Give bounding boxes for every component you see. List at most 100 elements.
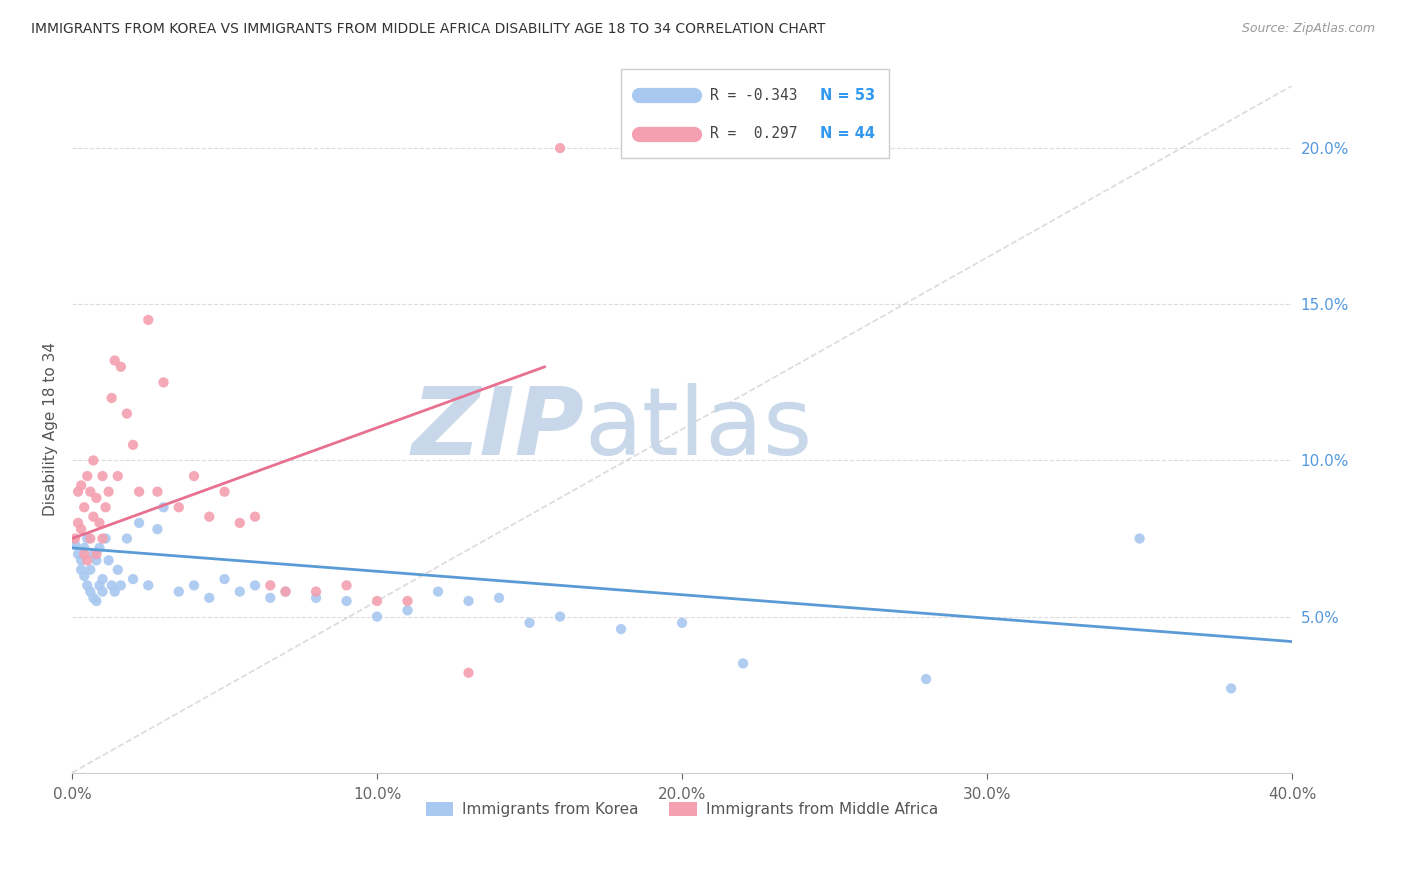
Point [110, 578, 132, 592]
Point [128, 516, 150, 530]
Text: N = 53: N = 53 [820, 87, 875, 103]
Point [89, 541, 111, 555]
Point [97, 553, 120, 567]
Point [122, 572, 145, 586]
Point [70, 478, 93, 492]
Text: R = -0.343: R = -0.343 [710, 87, 797, 103]
Point [731, 657, 754, 671]
Point [115, 532, 138, 546]
Point [136, 313, 159, 327]
Point [548, 141, 571, 155]
Point [366, 594, 388, 608]
Point [1129, 532, 1152, 546]
Point [67, 516, 90, 530]
Point [259, 578, 281, 592]
Point [457, 594, 479, 608]
Point [128, 484, 150, 499]
Point [73, 500, 96, 515]
Point [86, 553, 108, 567]
Point [67, 484, 90, 499]
FancyBboxPatch shape [621, 69, 890, 158]
Point [82, 547, 104, 561]
Point [214, 572, 236, 586]
Point [610, 622, 633, 636]
Point [243, 509, 266, 524]
Point [91, 532, 114, 546]
Point [82, 509, 104, 524]
Point [86, 547, 108, 561]
Point [152, 376, 174, 390]
Point [86, 491, 108, 505]
Point [122, 438, 145, 452]
Point [146, 484, 169, 499]
Point [488, 591, 510, 605]
Point [97, 484, 120, 499]
Point [136, 578, 159, 592]
Point [107, 563, 129, 577]
Text: N = 44: N = 44 [820, 127, 875, 141]
Point [100, 578, 122, 592]
Point [91, 572, 114, 586]
Point [548, 609, 571, 624]
Point [104, 353, 127, 368]
Point [91, 469, 114, 483]
Point [274, 584, 297, 599]
Point [198, 591, 221, 605]
Point [63, 538, 86, 552]
Point [152, 500, 174, 515]
Point [79, 484, 101, 499]
Point [76, 578, 98, 592]
Point [110, 359, 132, 374]
Point [86, 594, 108, 608]
Point [70, 563, 93, 577]
Point [82, 453, 104, 467]
Point [76, 553, 98, 567]
Point [79, 532, 101, 546]
Point [305, 591, 328, 605]
Point [79, 563, 101, 577]
Point [183, 469, 205, 483]
Point [70, 553, 93, 567]
Point [76, 532, 98, 546]
Point [198, 509, 221, 524]
Point [94, 500, 117, 515]
Point [243, 578, 266, 592]
Point [73, 541, 96, 555]
Point [259, 591, 281, 605]
Point [100, 391, 122, 405]
Point [214, 484, 236, 499]
Point [76, 469, 98, 483]
Point [1220, 681, 1243, 696]
Point [94, 532, 117, 546]
Point [63, 532, 86, 546]
Point [79, 584, 101, 599]
Point [89, 578, 111, 592]
Text: Source: ZipAtlas.com: Source: ZipAtlas.com [1241, 22, 1375, 36]
Point [167, 584, 190, 599]
Point [229, 584, 252, 599]
Y-axis label: Disability Age 18 to 34: Disability Age 18 to 34 [44, 343, 58, 516]
Point [274, 584, 297, 599]
Point [107, 469, 129, 483]
Point [89, 516, 111, 530]
Text: IMMIGRANTS FROM KOREA VS IMMIGRANTS FROM MIDDLE AFRICA DISABILITY AGE 18 TO 34 C: IMMIGRANTS FROM KOREA VS IMMIGRANTS FROM… [31, 22, 825, 37]
Point [73, 547, 96, 561]
Point [457, 665, 479, 680]
Point [73, 569, 96, 583]
Point [115, 407, 138, 421]
Point [396, 603, 419, 617]
Point [104, 584, 127, 599]
Point [146, 522, 169, 536]
Point [519, 615, 541, 630]
Point [335, 578, 357, 592]
Point [427, 584, 450, 599]
Point [91, 584, 114, 599]
Point [335, 594, 357, 608]
Point [167, 500, 190, 515]
Legend: Immigrants from Korea, Immigrants from Middle Africa: Immigrants from Korea, Immigrants from M… [419, 797, 945, 823]
Point [396, 594, 419, 608]
Text: R =  0.297: R = 0.297 [710, 127, 797, 141]
Point [70, 522, 93, 536]
Point [229, 516, 252, 530]
Point [305, 584, 328, 599]
